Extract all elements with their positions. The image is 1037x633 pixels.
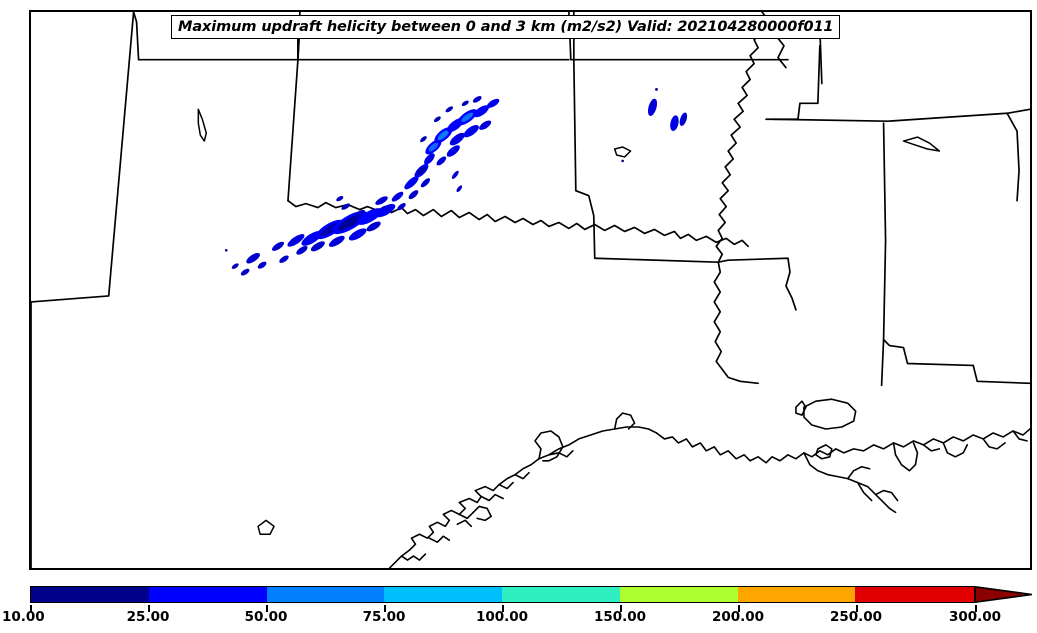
colorbar-label-300: 300.00 (948, 609, 1002, 625)
updraft-helicity-field (224, 88, 688, 276)
colorbar-band-25-50 (148, 587, 267, 602)
colorbar-label-25: 25.00 (126, 609, 170, 625)
map-plot-area (29, 10, 1032, 570)
colorbar-tick-100 (502, 605, 504, 612)
colorbar-label-250: 250.00 (829, 609, 883, 625)
plot-title-box: Maximum updraft helicity between 0 and 3… (171, 15, 841, 39)
colorbar-tick-labels: 10.00 25.00 50.00 75.00 100.00 150.00 200.00 25… (0, 609, 1037, 633)
colorbar-label-50: 50.00 (244, 609, 288, 625)
colorbar-label-150: 150.00 (593, 609, 647, 625)
colorbar: 10.00 25.00 50.00 75.00 100.00 150.00 200.00 25… (0, 583, 1037, 633)
colorbar-band-150-200 (619, 587, 738, 602)
storm-cell-group-central (336, 153, 435, 218)
colorbar-tick-10 (30, 605, 32, 612)
map-canvas (31, 12, 1030, 568)
colorbar-ticks (0, 605, 1037, 615)
colorbar-tick-75 (384, 605, 386, 612)
colorbar-label-100: 100.00 (475, 609, 529, 625)
colorbar-extend-arrow (975, 586, 1032, 603)
colorbar-tick-50 (266, 605, 268, 612)
colorbar-label-10: 10.00 (2, 609, 45, 625)
storm-cell-group-northeast (420, 96, 500, 193)
colorbar-tick-300 (975, 605, 977, 612)
colorbar-band-75-100 (384, 587, 502, 602)
inland-water-features (197, 108, 941, 535)
colorbar-tick-150 (620, 605, 622, 612)
coastline (388, 398, 1030, 568)
storm-cell-group-isolated-east (621, 88, 688, 163)
colorbar-gradient (30, 586, 975, 603)
page-title: Maximum updraft helicity between 0 and 3… (178, 19, 834, 35)
colorbar-band-100-150 (502, 587, 620, 602)
state-boundaries (31, 12, 1030, 568)
storm-cell-group-southwest (224, 196, 396, 276)
colorbar-band-10-25 (31, 587, 149, 602)
colorbar-band-200-250 (737, 587, 856, 602)
colorbar-tick-250 (856, 605, 858, 612)
colorbar-tick-25 (148, 605, 150, 612)
colorbar-band-250-300 (855, 587, 974, 602)
colorbar-label-200: 200.00 (711, 609, 765, 625)
colorbar-band-50-75 (266, 587, 385, 602)
colorbar-label-75: 75.00 (362, 609, 406, 625)
colorbar-tick-200 (738, 605, 740, 612)
